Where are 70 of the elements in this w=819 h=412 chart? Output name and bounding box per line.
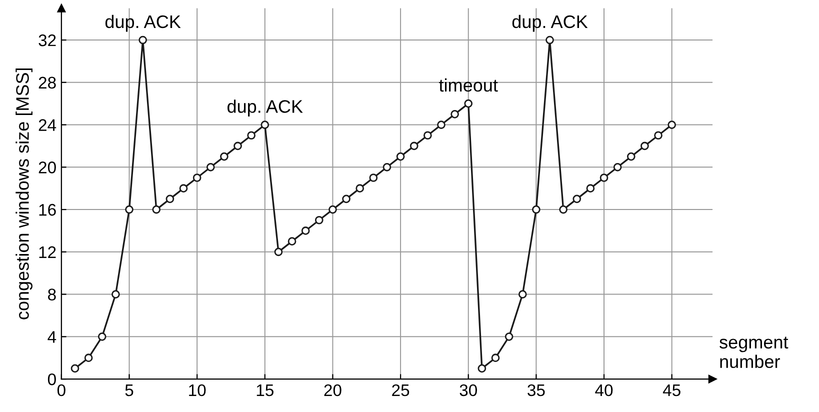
- point: [546, 36, 554, 44]
- point: [613, 162, 622, 172]
- point: [206, 162, 215, 172]
- point: [464, 99, 473, 108]
- point: [478, 364, 486, 373]
- point: [274, 248, 283, 256]
- point: [491, 354, 500, 362]
- point: [369, 174, 378, 182]
- point: [640, 142, 649, 150]
- point: [559, 205, 568, 214]
- point: [396, 152, 405, 161]
- point: [234, 142, 242, 150]
- x-tick-label: 10: [189, 384, 206, 396]
- point: [179, 184, 188, 193]
- point: [112, 290, 120, 298]
- annotation: dup. ACK: [228, 100, 303, 116]
- y-tick-label: 28: [38, 76, 56, 89]
- annotation: timeout: [439, 78, 498, 92]
- x-tick-label: 20: [324, 384, 342, 396]
- x-tick-label: 25: [392, 384, 410, 396]
- point: [410, 142, 418, 150]
- point: [220, 152, 228, 161]
- point: [247, 131, 256, 140]
- point: [125, 205, 134, 214]
- point: [138, 36, 147, 44]
- x-tick-label: 0: [57, 384, 66, 396]
- point: [437, 120, 446, 129]
- point: [84, 354, 93, 362]
- y-tick-label: 24: [38, 119, 56, 131]
- x-axis-title: segment number: [720, 336, 788, 368]
- point: [382, 162, 392, 172]
- x-tick-label: 35: [528, 384, 545, 396]
- point: [70, 364, 80, 373]
- y-tick-label: 32: [38, 34, 56, 46]
- point: [600, 174, 608, 182]
- point: [98, 332, 106, 341]
- point: [166, 194, 174, 204]
- point: [314, 216, 324, 224]
- point: [192, 174, 202, 182]
- y-tick-label: 8: [48, 288, 56, 300]
- point: [518, 290, 527, 298]
- x-tick-label: 15: [256, 384, 274, 396]
- x-tick-label: 40: [595, 384, 613, 396]
- point: [654, 131, 662, 140]
- y-tick-label: 4: [48, 331, 56, 343]
- y-tick-label: 0: [48, 373, 56, 386]
- point: [586, 184, 595, 193]
- point: [504, 332, 514, 341]
- point: [328, 205, 337, 214]
- point: [301, 226, 310, 235]
- point: [424, 131, 432, 140]
- annotation: dup. ACK: [105, 14, 181, 32]
- y-tick-label: 12: [39, 246, 56, 258]
- x-tick-label: 30: [460, 384, 477, 396]
- point: [626, 152, 636, 161]
- point: [288, 237, 296, 246]
- annotation: dup. ACK: [512, 14, 588, 32]
- point: [532, 205, 540, 214]
- point: [450, 110, 459, 118]
- point: [342, 194, 350, 204]
- point: [152, 205, 161, 214]
- y-axis-title: congestion windows size [MSS]: [16, 68, 32, 320]
- x-tick-label: 45: [662, 384, 680, 396]
- y-tick-label: 20: [38, 162, 56, 174]
- x-tick-label: 5: [125, 384, 134, 396]
- point: [572, 194, 582, 204]
- y-tick-label: 16: [39, 204, 56, 216]
- point: [668, 120, 676, 129]
- point: [260, 120, 270, 129]
- point: [356, 184, 364, 193]
